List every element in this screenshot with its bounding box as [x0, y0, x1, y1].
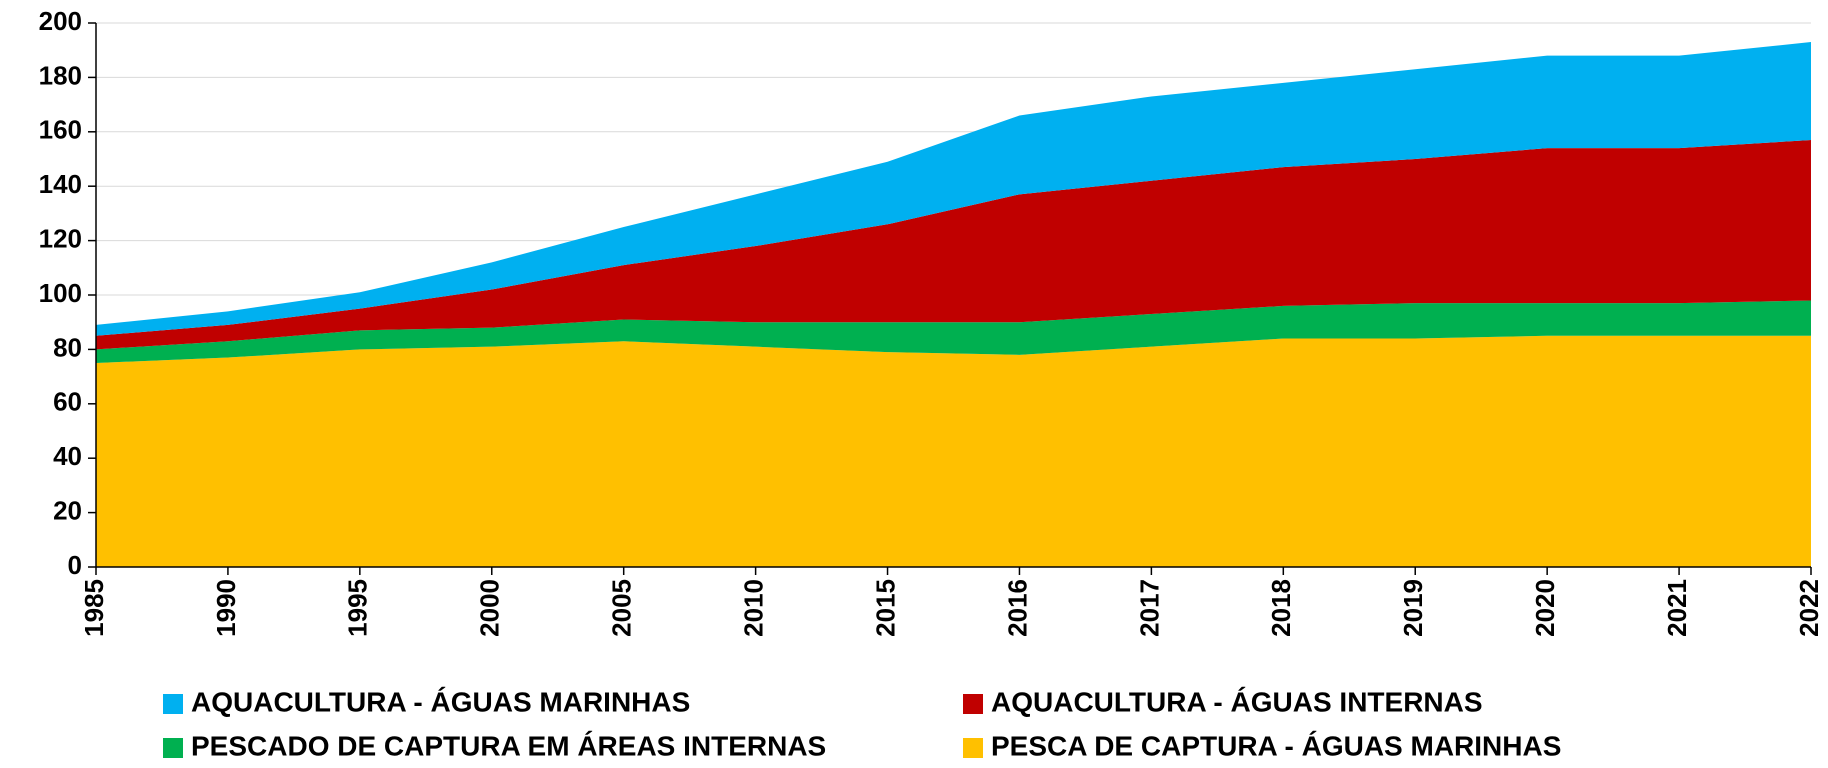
- y-tick-label: 60: [53, 387, 82, 417]
- legend-label: PESCA DE CAPTURA - ÁGUAS MARINHAS: [991, 730, 1561, 761]
- area: [96, 335, 1811, 567]
- y-tick-label: 140: [39, 169, 82, 199]
- x-tick-label: 2020: [1530, 579, 1560, 637]
- y-tick-label: 180: [39, 60, 82, 90]
- x-tick-label: 2000: [475, 579, 505, 637]
- x-tick-label: 1990: [211, 579, 241, 637]
- y-tick-label: 120: [39, 223, 82, 253]
- x-tick-label: 2005: [607, 579, 637, 637]
- y-tick-label: 80: [53, 332, 82, 362]
- y-tick-label: 100: [39, 278, 82, 308]
- y-tick-label: 0: [68, 550, 82, 580]
- x-tick-label: 2022: [1794, 579, 1824, 637]
- x-tick-label: 2019: [1398, 579, 1428, 637]
- x-tick-label: 2016: [1002, 579, 1032, 637]
- x-tick-label: 2010: [738, 579, 768, 637]
- x-tick-label: 2018: [1266, 579, 1296, 637]
- legend-label: AQUACULTURA - ÁGUAS MARINHAS: [191, 686, 690, 717]
- area: [96, 300, 1811, 363]
- y-tick-label: 200: [39, 6, 82, 36]
- legend-label: AQUACULTURA - ÁGUAS INTERNAS: [991, 686, 1483, 717]
- legend-swatch: [963, 738, 983, 758]
- x-tick-label: 1985: [79, 579, 109, 637]
- legend-label: PESCADO DE CAPTURA EM ÁREAS INTERNAS: [191, 730, 826, 761]
- legend-swatch: [163, 738, 183, 758]
- x-tick-label: 2017: [1134, 579, 1164, 637]
- legend-swatch: [163, 694, 183, 714]
- y-tick-label: 160: [39, 115, 82, 145]
- area: [96, 42, 1811, 336]
- x-tick-label: 2021: [1662, 579, 1692, 637]
- area: [96, 139, 1811, 350]
- x-tick-label: 1995: [343, 579, 373, 637]
- y-tick-label: 20: [53, 495, 82, 525]
- legend-swatch: [963, 694, 983, 714]
- y-tick-label: 40: [53, 441, 82, 471]
- x-tick-label: 2015: [870, 579, 900, 637]
